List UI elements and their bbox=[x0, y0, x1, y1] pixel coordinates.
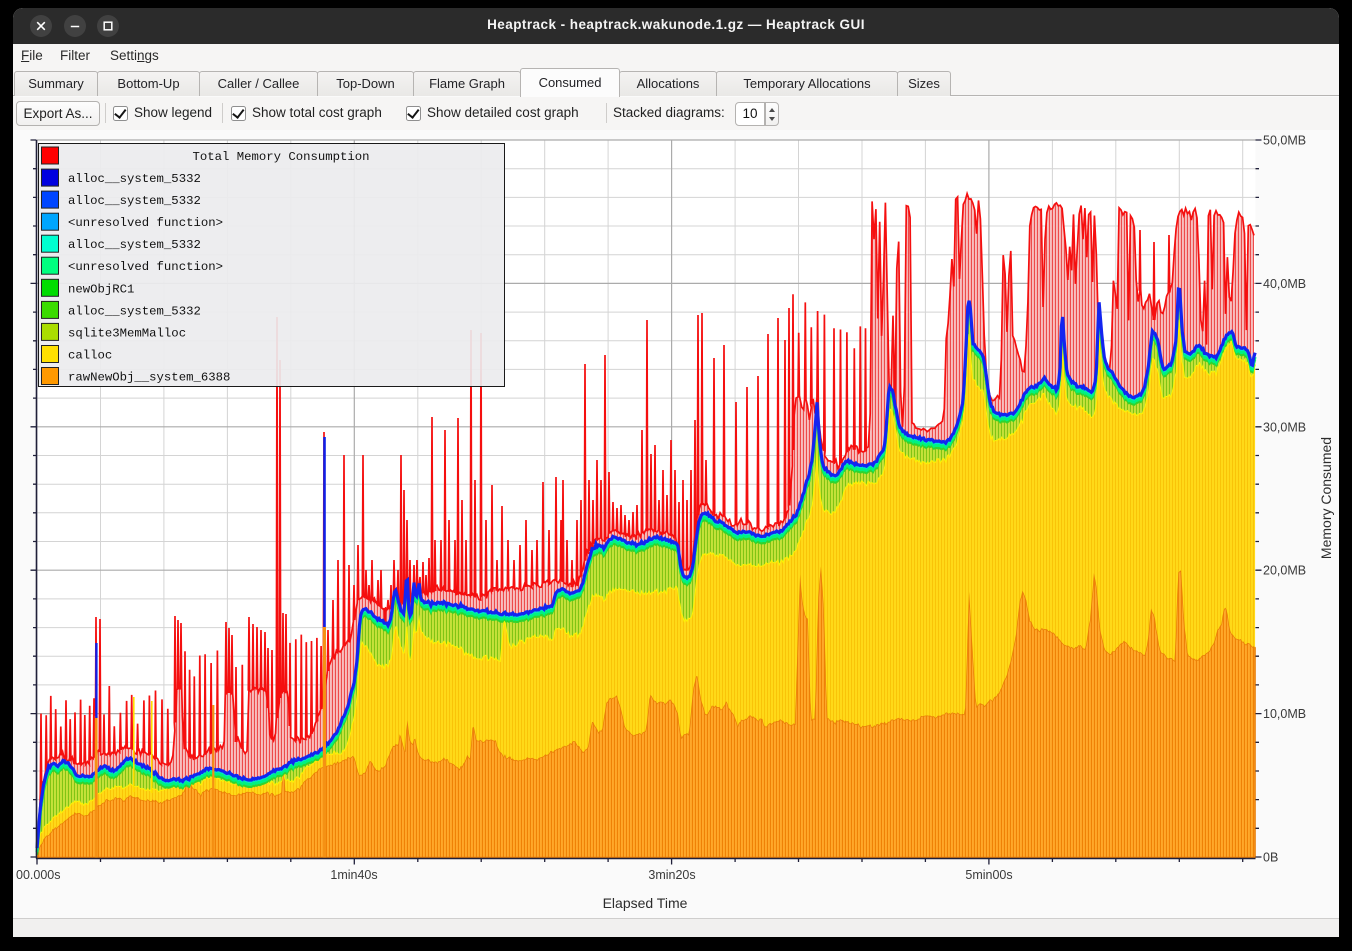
svg-text:newObjRC1: newObjRC1 bbox=[68, 282, 134, 296]
svg-text:1min40s: 1min40s bbox=[330, 868, 377, 882]
svg-text:sqlite3MemMalloc: sqlite3MemMalloc bbox=[68, 326, 186, 340]
svg-text:<unresolved function>: <unresolved function> bbox=[68, 216, 223, 230]
svg-text:alloc__system_5332: alloc__system_5332 bbox=[68, 304, 201, 318]
svg-text:0B: 0B bbox=[1263, 851, 1278, 865]
svg-text:Elapsed Time: Elapsed Time bbox=[603, 895, 688, 911]
svg-text:40,0MB: 40,0MB bbox=[1263, 277, 1306, 291]
svg-text:alloc__system_5332: alloc__system_5332 bbox=[68, 194, 201, 208]
svg-text:30,0MB: 30,0MB bbox=[1263, 420, 1306, 434]
svg-text:50,0MB: 50,0MB bbox=[1263, 134, 1306, 148]
svg-text:Memory Consumed: Memory Consumed bbox=[1318, 437, 1334, 559]
svg-text:3min20s: 3min20s bbox=[648, 868, 695, 882]
svg-text:calloc: calloc bbox=[68, 349, 112, 363]
svg-text:10,0MB: 10,0MB bbox=[1263, 707, 1306, 721]
svg-text:alloc__system_5332: alloc__system_5332 bbox=[68, 238, 201, 252]
svg-text:alloc__system_5332: alloc__system_5332 bbox=[68, 172, 201, 186]
svg-text:00.000s: 00.000s bbox=[16, 868, 60, 882]
svg-text:5min00s: 5min00s bbox=[965, 868, 1012, 882]
svg-text:rawNewObj__system_6388: rawNewObj__system_6388 bbox=[68, 371, 230, 385]
svg-text:Total Memory Consumption: Total Memory Consumption bbox=[192, 150, 369, 164]
svg-text:20,0MB: 20,0MB bbox=[1263, 564, 1306, 578]
svg-text:<unresolved function>: <unresolved function> bbox=[68, 260, 223, 274]
